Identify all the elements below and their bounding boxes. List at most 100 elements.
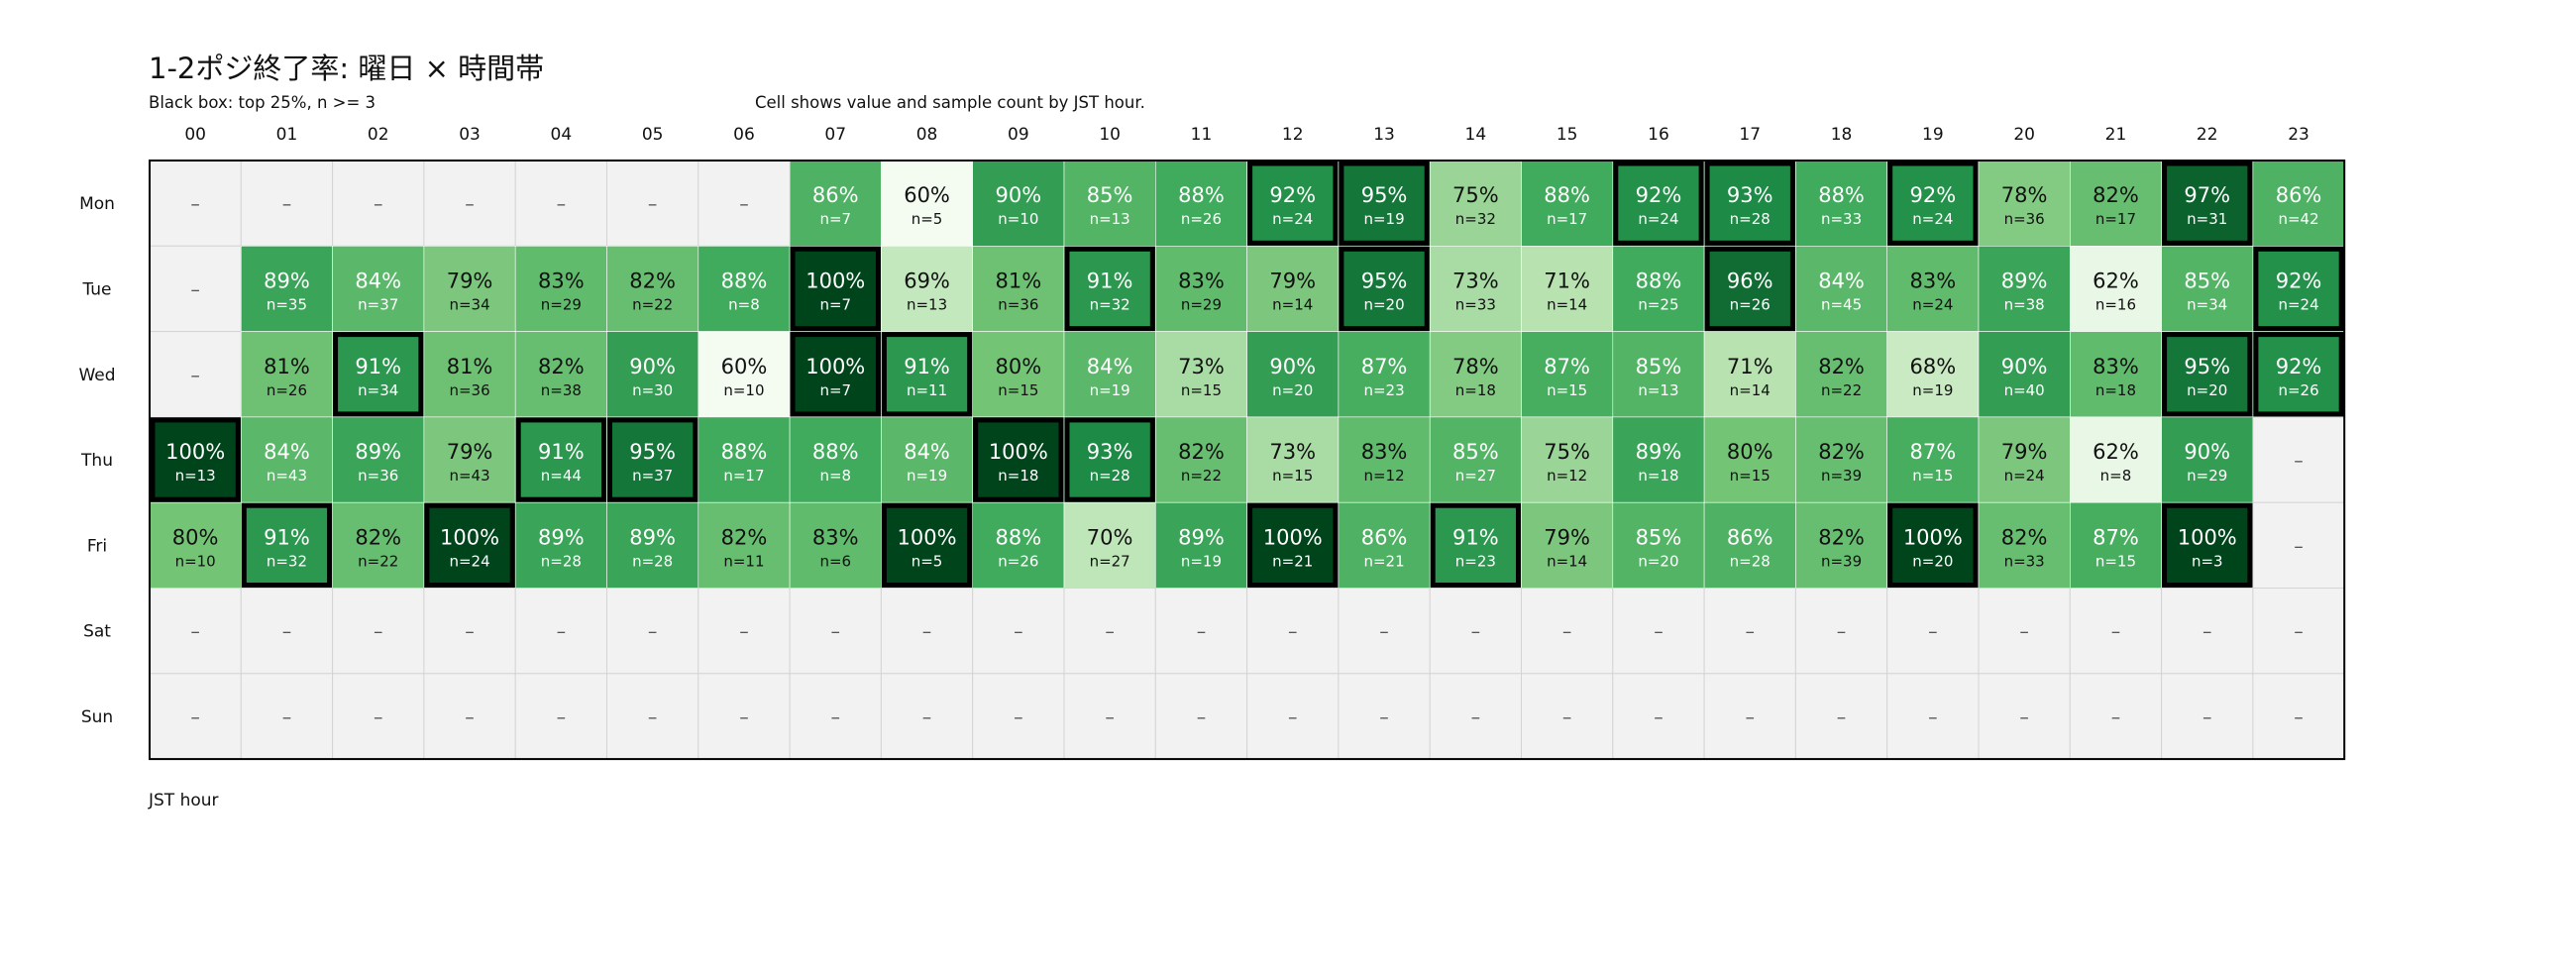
- cell-count-label: n=15: [1181, 381, 1222, 399]
- cell-count-label: n=5: [912, 210, 943, 228]
- heatmap-cell: [789, 160, 882, 247]
- cell-count-label: n=13: [1638, 381, 1678, 399]
- heatmap-cell-empty: [1338, 673, 1431, 760]
- heatmap-cell: [514, 246, 607, 332]
- cell-missing-label: –: [2294, 535, 2304, 557]
- heatmap-cell: [149, 501, 242, 589]
- cell-value-label: 91%: [538, 440, 585, 464]
- cell-count-label: n=15: [2095, 552, 2136, 570]
- heatmap-cell: [1338, 331, 1431, 418]
- heatmap-cell: [1795, 331, 1888, 418]
- cell-value-label: 87%: [1544, 355, 1590, 378]
- x-tick-label: 09: [1008, 125, 1029, 145]
- heatmap-cell: [1429, 160, 1522, 247]
- x-tick-label: 05: [642, 125, 664, 145]
- cell-missing-label: –: [282, 621, 292, 643]
- cell-value-label: 88%: [721, 269, 768, 292]
- cell-value-label: 83%: [538, 269, 585, 292]
- cell-count-label: n=34: [449, 295, 489, 313]
- cell-count-label: n=37: [358, 295, 398, 313]
- cell-value-label: 86%: [2276, 183, 2322, 207]
- cell-value-label: 82%: [629, 269, 676, 292]
- cell-value-label: 97%: [2184, 183, 2230, 207]
- highlight-box: [1064, 417, 1155, 502]
- cell-count-label: n=22: [632, 295, 673, 313]
- x-tick-label: 12: [1282, 125, 1304, 145]
- cell-missing-label: –: [2019, 706, 2029, 728]
- highlight-box: [1887, 161, 1979, 246]
- heatmap-cell: [2070, 246, 2162, 332]
- highlight-box: [241, 502, 333, 589]
- heatmap-cell: [1155, 331, 1247, 418]
- heatmap-cell: [606, 331, 699, 418]
- cell-value-label: 71%: [1544, 269, 1590, 292]
- cell-value-label: 85%: [1087, 183, 1133, 207]
- heatmap-cell: [2161, 416, 2254, 503]
- heatmap-cell: [1886, 160, 1980, 247]
- cell-count-label: n=14: [1547, 295, 1587, 313]
- heatmap-cell: [1703, 331, 1796, 418]
- cell-count-label: n=33: [1821, 210, 1862, 228]
- cell-value-label: 82%: [1818, 355, 1865, 378]
- highlight-box: [881, 332, 973, 417]
- heatmap-cell: [514, 416, 607, 503]
- cell-value-label: 100%: [1903, 525, 1963, 549]
- cell-count-label: n=32: [1090, 295, 1130, 313]
- cell-value-label: 89%: [2001, 269, 2048, 292]
- cell-value-label: 84%: [904, 440, 950, 464]
- cell-value-label: 79%: [447, 440, 493, 464]
- cell-value-label: 84%: [1087, 355, 1133, 378]
- heatmap-cell: [241, 416, 333, 503]
- cell-value-label: 100%: [165, 440, 225, 464]
- cell-value-label: 82%: [538, 355, 585, 378]
- x-tick-label: 21: [2105, 125, 2127, 145]
- legend-note: Black box: top 25%, n >= 3: [149, 93, 376, 112]
- heatmap-cell: [881, 416, 974, 503]
- heatmap-cell: [881, 501, 974, 589]
- cell-count-label: n=14: [1547, 552, 1587, 570]
- heatmap-cell-empty: [240, 673, 334, 760]
- cell-value-label: 88%: [1818, 183, 1865, 207]
- x-tick-label: 18: [1831, 125, 1853, 145]
- heatmap-cell-empty: [514, 588, 608, 675]
- cell-value-label: 79%: [2001, 440, 2048, 464]
- cell-count-label: n=39: [1821, 467, 1862, 485]
- cell-value-label: 60%: [721, 355, 768, 378]
- heatmap-cell-empty: [789, 673, 882, 760]
- heatmap-cell: [1521, 246, 1614, 332]
- cell-missing-label: –: [648, 193, 658, 215]
- cell-value-label: 70%: [1087, 525, 1133, 549]
- heatmap-cell: [1155, 160, 1247, 247]
- cell-count-label: n=27: [1455, 467, 1496, 485]
- x-tick-label: 17: [1739, 125, 1761, 145]
- cell-value-label: 95%: [1361, 269, 1408, 292]
- highlight-box: [150, 417, 241, 502]
- highlight-box: [973, 417, 1064, 502]
- x-tick-label: 01: [276, 125, 298, 145]
- heatmap-cell: [1978, 331, 2071, 418]
- heatmap-cell: [1063, 501, 1156, 589]
- heatmap-cell: [698, 501, 791, 589]
- cell-count-label: n=6: [819, 552, 851, 570]
- cell-count-label: n=38: [2004, 295, 2045, 313]
- cell-missing-label: –: [1288, 706, 1298, 728]
- highlight-box: [1247, 161, 1339, 246]
- cell-count-label: n=20: [2187, 381, 2227, 399]
- highlight-box: [2162, 502, 2253, 589]
- cell-count-label: n=7: [819, 210, 851, 228]
- heatmap-cell: [1521, 416, 1614, 503]
- cell-missing-label: –: [1654, 621, 1664, 643]
- heatmap-cell: [2161, 160, 2254, 247]
- heatmap-cell: [423, 416, 516, 503]
- cell-missing-label: –: [374, 621, 383, 643]
- cell-value-label: 89%: [1178, 525, 1225, 549]
- cell-value-label: 78%: [2001, 183, 2048, 207]
- heatmap-cell: [1521, 160, 1614, 247]
- highlight-box: [2162, 332, 2253, 417]
- cell-value-label: 90%: [2184, 440, 2230, 464]
- cell-value-label: 100%: [805, 355, 865, 378]
- x-tick-label: 10: [1099, 125, 1121, 145]
- heatmap-cell: [972, 331, 1065, 418]
- cell-value-label: 90%: [996, 183, 1042, 207]
